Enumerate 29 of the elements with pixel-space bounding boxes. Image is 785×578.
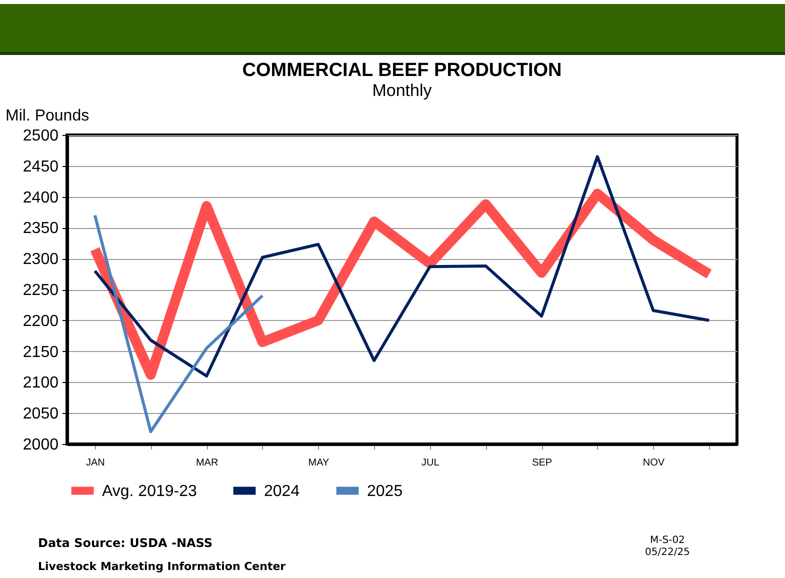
- y-tick-label: 2000: [22, 436, 59, 454]
- line-series: [93, 155, 711, 378]
- legend-label: 2024: [264, 482, 300, 500]
- y-tick-label: 2150: [22, 344, 59, 361]
- y-tick-label: 2500: [22, 128, 59, 144]
- text: 05/22/25: [645, 547, 690, 558]
- legend-label: Avg. 2019-23: [102, 482, 197, 500]
- y-tick-label: 2250: [22, 282, 59, 299]
- text: Livestock Marketing Information Center: [38, 560, 286, 573]
- y-tick-label: 2100: [22, 374, 59, 392]
- chart-title: COMMERCIAL BEEF PRODUCTION: [242, 60, 562, 81]
- y-tick-label: 2050: [22, 406, 59, 423]
- text: M-S-02: [650, 535, 685, 546]
- y-axis-title: Mil. Pounds: [6, 108, 90, 124]
- chart-subtitle: Monthly: [372, 81, 432, 100]
- x-tick-label: MAY: [308, 458, 330, 468]
- y-tick-label: 2350: [22, 220, 59, 238]
- x-tick-label: SEP: [532, 458, 552, 468]
- x-tick-label: MAR: [196, 458, 218, 468]
- x-tick-label: NOV: [642, 458, 665, 468]
- source-note: Data Source: USDA -NASS: [38, 536, 213, 550]
- y-tick-label: 2400: [22, 189, 59, 206]
- y-tick-label: 2200: [22, 312, 59, 330]
- y-tick-label: 2450: [22, 158, 59, 176]
- y-tick-label: 2300: [22, 251, 59, 268]
- x-tick-label: JAN: [86, 458, 105, 468]
- x-tick-label: JUL: [422, 458, 440, 468]
- line-series: [93, 214, 264, 434]
- legend-label: 2025: [367, 482, 403, 500]
